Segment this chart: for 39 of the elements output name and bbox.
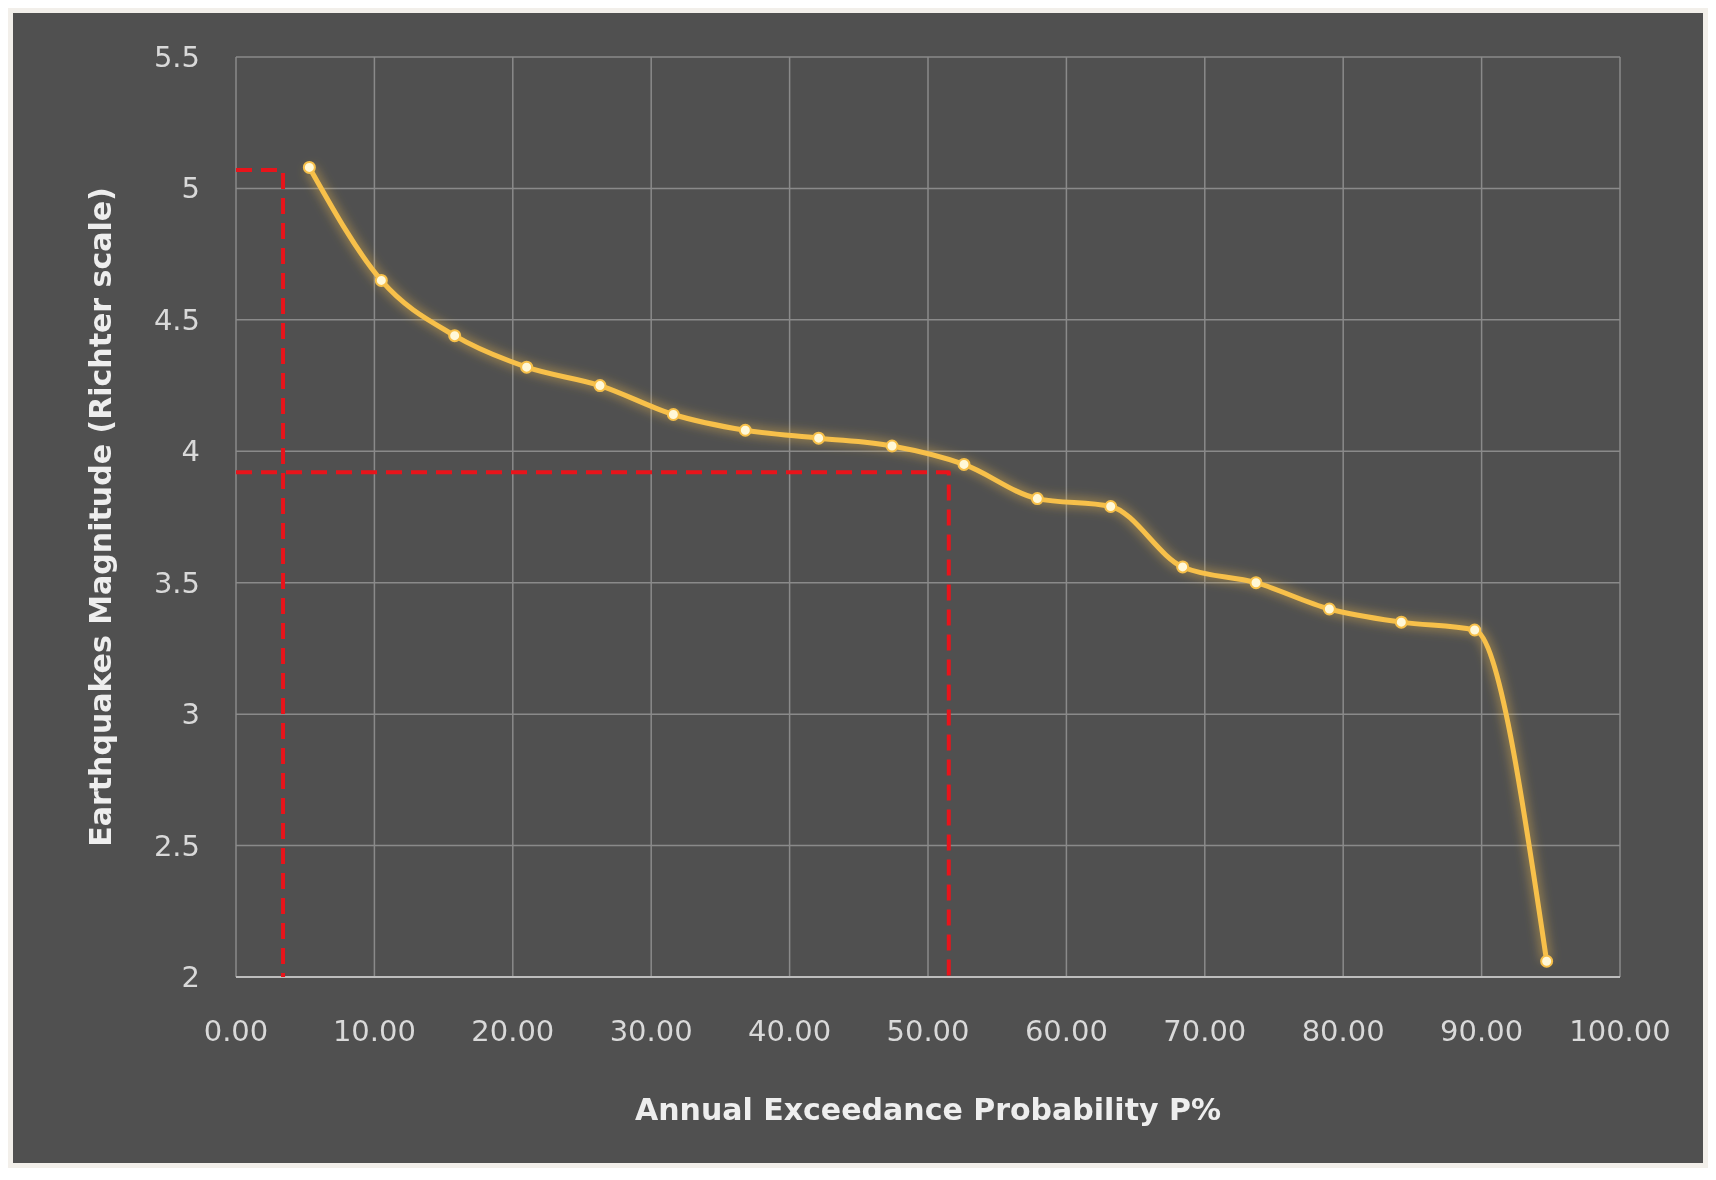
x-tick-label: 40.00 bbox=[748, 1014, 832, 1048]
x-tick-label: 20.00 bbox=[471, 1014, 555, 1048]
point bbox=[520, 360, 534, 374]
x-axis-title: Annual Exceedance Probability P% bbox=[634, 1092, 1222, 1127]
point bbox=[738, 423, 752, 437]
point bbox=[1030, 492, 1044, 506]
point bbox=[885, 439, 899, 453]
point bbox=[374, 273, 388, 287]
point bbox=[1540, 954, 1554, 968]
y-tick-label: 5.5 bbox=[153, 40, 200, 74]
x-tick-label: 70.00 bbox=[1163, 1014, 1247, 1048]
x-tick-label: 80.00 bbox=[1301, 1014, 1385, 1048]
point bbox=[957, 457, 971, 471]
x-tick-label: 10.00 bbox=[332, 1014, 416, 1048]
point bbox=[1176, 560, 1190, 574]
x-tick-label: 60.00 bbox=[1024, 1014, 1108, 1048]
y-tick-label: 4.5 bbox=[153, 302, 200, 337]
point bbox=[1104, 499, 1118, 513]
point bbox=[593, 379, 607, 393]
y-tick-label: 2.5 bbox=[153, 828, 200, 863]
point bbox=[666, 407, 680, 421]
y-tick-label: 3 bbox=[181, 697, 200, 732]
x-tick-label: 90.00 bbox=[1440, 1014, 1524, 1048]
y-tick-label: 2 bbox=[181, 960, 200, 994]
point bbox=[448, 329, 462, 343]
point bbox=[1322, 602, 1336, 616]
x-tick-label: 0.00 bbox=[203, 1014, 269, 1048]
x-tick-label: 50.00 bbox=[886, 1014, 970, 1048]
y-axis-title: Earthquakes Magnitude (Richter scale) bbox=[82, 187, 118, 847]
point bbox=[302, 160, 316, 174]
point bbox=[1394, 615, 1408, 629]
y-tick-label: 5 bbox=[181, 171, 200, 206]
x-tick-label: 30.00 bbox=[609, 1014, 693, 1048]
point bbox=[812, 431, 826, 445]
point bbox=[1468, 623, 1482, 637]
y-tick-label: 3.5 bbox=[153, 565, 200, 600]
x-tick-label: 100.00 bbox=[1569, 1014, 1671, 1048]
point bbox=[1249, 576, 1263, 590]
y-tick-label: 4 bbox=[181, 434, 200, 469]
